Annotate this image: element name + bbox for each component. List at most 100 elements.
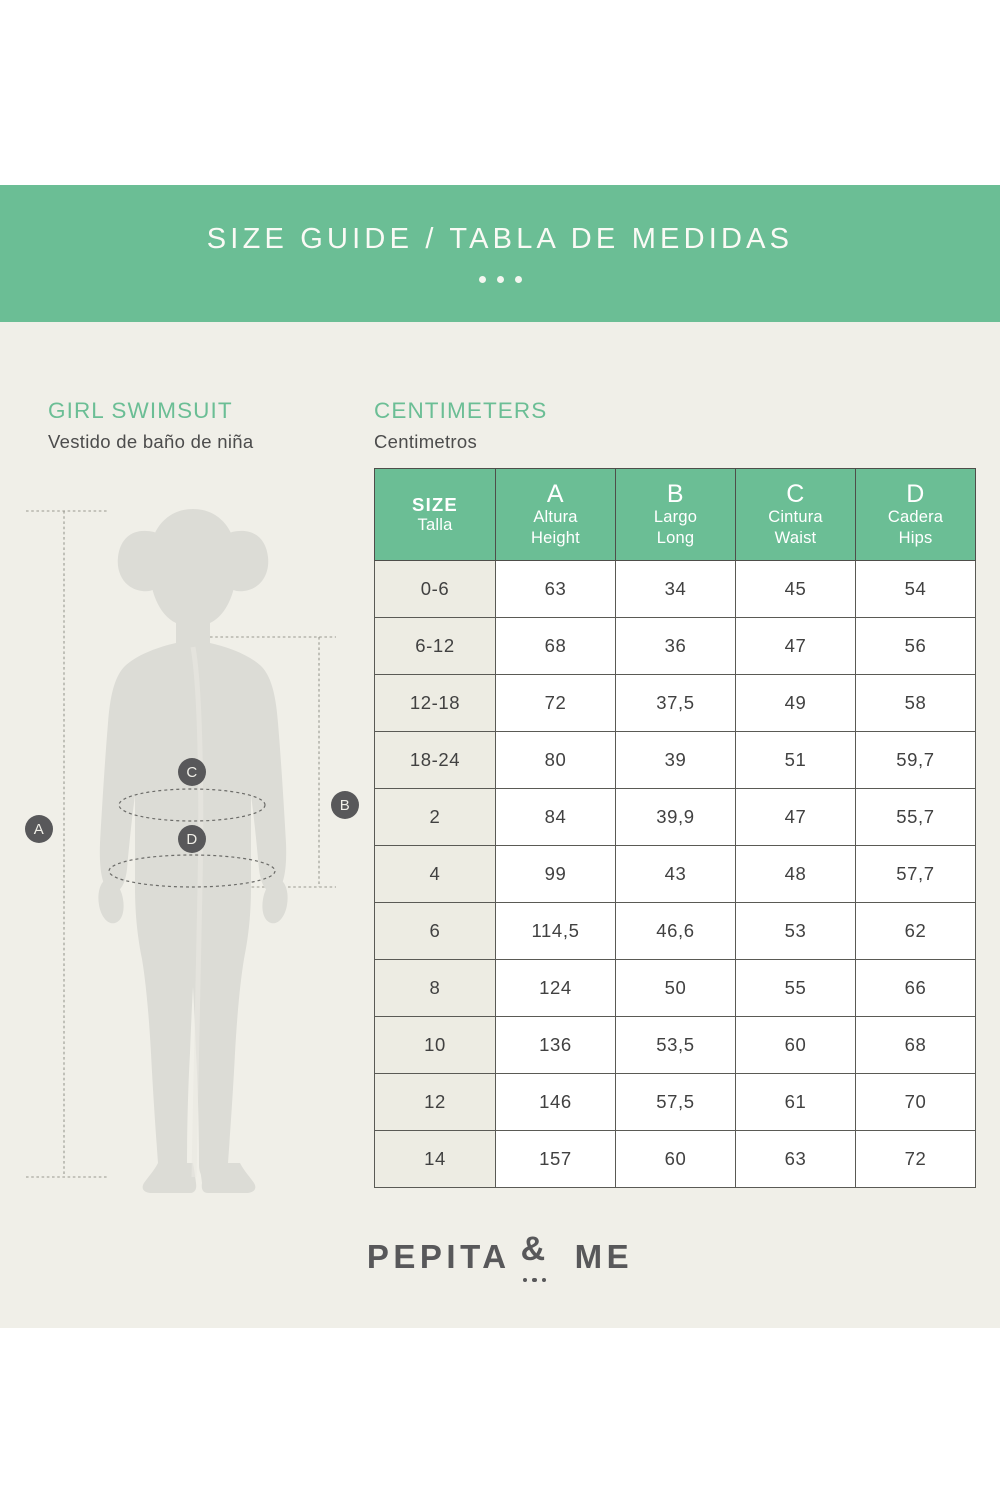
cell-long: 50 <box>615 959 736 1017</box>
waist-measure-ellipse <box>118 788 266 822</box>
cell-waist: 47 <box>735 788 856 846</box>
cell-height: 72 <box>495 674 616 732</box>
marker-b: B <box>331 791 359 819</box>
table-header-row: SIZE Talla A Altura Height B Largo Long <box>374 468 976 561</box>
cell-size: 2 <box>374 788 496 846</box>
hips-measure-ellipse <box>108 854 276 888</box>
brand-name-part2: ME <box>574 1238 634 1275</box>
header-dot-2 <box>496 275 504 283</box>
product-title-es: Vestido de baño de niña <box>48 431 254 453</box>
col-header-waist-en: Waist <box>774 528 817 547</box>
cell-size: 0-6 <box>374 560 496 618</box>
table-row: 8 124 50 55 66 <box>374 959 976 1017</box>
col-header-long-letter: B <box>666 479 685 508</box>
cell-waist: 47 <box>735 617 856 675</box>
cell-size: 6-12 <box>374 617 496 675</box>
header-dots-ornament <box>478 275 522 283</box>
cell-long: 53,5 <box>615 1016 736 1074</box>
cell-long: 39,9 <box>615 788 736 846</box>
cell-waist: 48 <box>735 845 856 903</box>
cell-size: 6 <box>374 902 496 960</box>
table-row: 2 84 39,9 47 55,7 <box>374 788 976 846</box>
marker-d: D <box>178 825 206 853</box>
table-row: 12-18 72 37,5 49 58 <box>374 674 976 732</box>
cell-waist: 55 <box>735 959 856 1017</box>
cell-hips: 62 <box>855 902 976 960</box>
brand-dot-1 <box>522 1277 528 1282</box>
col-header-height-en: Height <box>531 528 580 547</box>
product-heading: GIRL SWIMSUIT Vestido de baño de niña <box>48 397 358 453</box>
product-title-en: GIRL SWIMSUIT <box>48 398 233 423</box>
col-header-waist-es: Cintura <box>768 508 823 526</box>
cell-height: 124 <box>495 959 616 1017</box>
cell-size: 4 <box>374 845 496 903</box>
cell-height: 99 <box>495 845 616 903</box>
col-header-height-es: Altura <box>533 508 578 526</box>
svg-text:B: B <box>340 797 351 814</box>
cell-waist: 61 <box>735 1073 856 1131</box>
col-header-hips: D Cadera Hips <box>855 468 976 561</box>
cell-waist: 49 <box>735 674 856 732</box>
cell-hips: 66 <box>855 959 976 1017</box>
size-table-wrap: SIZE Talla A Altura Height B Largo Long <box>374 468 976 1188</box>
table-row: 18-24 80 39 51 59,7 <box>374 731 976 789</box>
size-table: SIZE Talla A Altura Height B Largo Long <box>374 468 976 1188</box>
table-row: 12 146 57,5 61 70 <box>374 1073 976 1131</box>
svg-text:A: A <box>34 821 45 838</box>
cell-long: 57,5 <box>615 1073 736 1131</box>
brand-dots-ornament <box>522 1277 547 1282</box>
svg-text:C: C <box>186 764 197 781</box>
page-title: SIZE GUIDE / TABLA DE MEDIDAS <box>206 223 794 256</box>
cell-size: 14 <box>374 1130 496 1188</box>
table-row: 6-12 68 36 47 56 <box>374 617 976 675</box>
size-table-body: 0-6 63 34 45 54 6-12 68 36 47 56 12- <box>374 560 976 1188</box>
svg-text:D: D <box>186 831 197 848</box>
col-header-height: A Altura Height <box>495 468 616 561</box>
body-diagram: A B C D <box>14 487 364 1207</box>
table-row: 6 114,5 46,6 53 62 <box>374 902 976 960</box>
cell-long: 36 <box>615 617 736 675</box>
cell-height: 157 <box>495 1130 616 1188</box>
girl-silhouette <box>98 509 288 1193</box>
content-panel: GIRL SWIMSUIT Vestido de baño de niña CE… <box>0 322 1000 1328</box>
cell-long: 60 <box>615 1130 736 1188</box>
size-table-head: SIZE Talla A Altura Height B Largo Long <box>374 468 976 561</box>
marker-a: A <box>25 815 53 843</box>
cell-waist: 53 <box>735 902 856 960</box>
cell-hips: 54 <box>855 560 976 618</box>
cell-long: 39 <box>615 731 736 789</box>
cell-size: 8 <box>374 959 496 1017</box>
cell-waist: 45 <box>735 560 856 618</box>
cell-hips: 68 <box>855 1016 976 1074</box>
cell-long: 37,5 <box>615 674 736 732</box>
col-header-waist: C Cintura Waist <box>735 468 856 561</box>
units-title-es: Centimetros <box>374 431 478 453</box>
col-header-size-es: Talla <box>417 515 453 534</box>
header-dot-1 <box>478 275 486 283</box>
col-header-long-es: Largo <box>653 508 698 526</box>
brand-logo: PEPITA & ME <box>0 1230 1000 1282</box>
cell-hips: 72 <box>855 1130 976 1188</box>
brand-dot-2 <box>532 1277 537 1282</box>
col-header-hips-letter: D <box>906 479 925 508</box>
cell-waist: 63 <box>735 1130 856 1188</box>
table-row: 0-6 63 34 45 54 <box>374 560 976 618</box>
cell-hips: 59,7 <box>855 731 976 789</box>
header-band: SIZE GUIDE / TABLA DE MEDIDAS <box>0 185 1000 322</box>
col-header-height-letter: A <box>546 479 565 508</box>
cell-height: 146 <box>495 1073 616 1131</box>
header-dot-3 <box>514 275 522 283</box>
cell-size: 10 <box>374 1016 496 1074</box>
col-header-hips-es: Cadera <box>887 508 944 526</box>
cell-height: 114,5 <box>495 902 616 960</box>
cell-long: 34 <box>615 560 736 618</box>
brand-ampersand: & <box>520 1230 546 1268</box>
cell-height: 63 <box>495 560 616 618</box>
cell-hips: 70 <box>855 1073 976 1131</box>
cell-size: 12-18 <box>374 674 496 732</box>
units-title-en: CENTIMETERS <box>374 398 548 423</box>
dimension-line-a <box>26 510 109 1178</box>
cell-size: 18-24 <box>374 731 496 789</box>
table-row: 10 136 53,5 60 68 <box>374 1016 976 1074</box>
